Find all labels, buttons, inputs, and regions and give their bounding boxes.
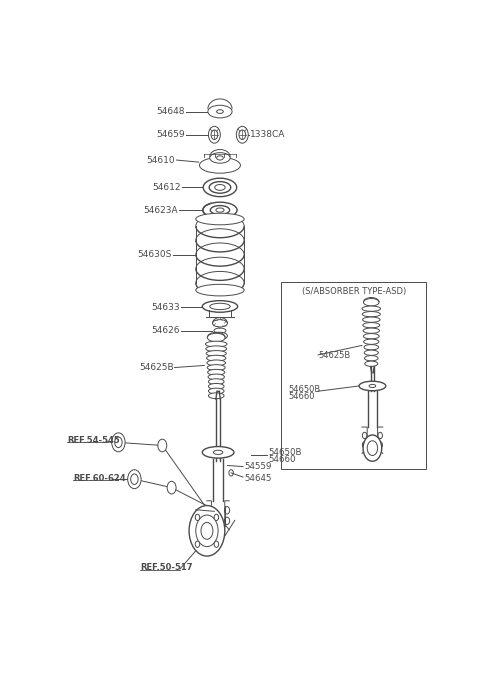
Circle shape: [362, 442, 367, 448]
Circle shape: [195, 541, 200, 547]
Circle shape: [214, 514, 219, 521]
Ellipse shape: [216, 208, 224, 212]
Circle shape: [362, 432, 367, 438]
Ellipse shape: [205, 341, 227, 347]
Ellipse shape: [203, 179, 237, 196]
Ellipse shape: [208, 379, 224, 384]
Ellipse shape: [206, 355, 226, 361]
Circle shape: [115, 437, 122, 447]
Ellipse shape: [362, 311, 380, 317]
Text: 54626: 54626: [151, 326, 180, 335]
Ellipse shape: [210, 206, 229, 215]
Ellipse shape: [362, 306, 381, 311]
Text: 54610: 54610: [147, 155, 175, 165]
Text: 54630S: 54630S: [137, 250, 172, 259]
Circle shape: [131, 474, 138, 484]
Ellipse shape: [214, 450, 223, 454]
Ellipse shape: [362, 317, 380, 322]
Ellipse shape: [206, 351, 226, 356]
Ellipse shape: [364, 339, 379, 344]
Circle shape: [158, 439, 167, 452]
Circle shape: [196, 515, 218, 547]
Ellipse shape: [208, 393, 224, 399]
Polygon shape: [207, 501, 211, 529]
Ellipse shape: [208, 369, 225, 375]
Ellipse shape: [207, 333, 225, 342]
Text: (S/ABSORBER TYPE-ASD): (S/ABSORBER TYPE-ASD): [302, 287, 406, 296]
Ellipse shape: [363, 334, 379, 339]
Text: REF.60-624: REF.60-624: [73, 473, 126, 483]
Ellipse shape: [208, 384, 224, 389]
Ellipse shape: [364, 345, 379, 350]
Ellipse shape: [216, 109, 223, 114]
Text: 54660: 54660: [268, 456, 296, 464]
Ellipse shape: [210, 303, 230, 310]
Ellipse shape: [200, 157, 240, 173]
Polygon shape: [378, 427, 383, 453]
Bar: [281, 282, 426, 469]
Circle shape: [167, 482, 176, 494]
Circle shape: [189, 505, 225, 556]
Circle shape: [128, 470, 141, 488]
Ellipse shape: [363, 328, 380, 333]
Ellipse shape: [369, 384, 376, 388]
Circle shape: [112, 433, 125, 452]
Text: 54625B: 54625B: [319, 352, 351, 360]
Text: 54559: 54559: [244, 462, 272, 471]
Ellipse shape: [359, 381, 386, 391]
Ellipse shape: [202, 447, 234, 458]
Circle shape: [201, 523, 213, 539]
Ellipse shape: [207, 365, 225, 371]
Ellipse shape: [363, 298, 379, 306]
Circle shape: [367, 440, 378, 456]
Ellipse shape: [208, 388, 224, 394]
Ellipse shape: [202, 301, 238, 312]
Ellipse shape: [210, 153, 230, 163]
Ellipse shape: [207, 360, 226, 366]
Ellipse shape: [216, 156, 223, 160]
Text: 54659: 54659: [156, 130, 185, 140]
Text: REF.50-517: REF.50-517: [140, 563, 192, 573]
Text: 54648: 54648: [156, 107, 185, 116]
Ellipse shape: [215, 185, 225, 190]
Ellipse shape: [364, 350, 378, 356]
Ellipse shape: [209, 182, 231, 193]
Ellipse shape: [206, 346, 227, 352]
Ellipse shape: [196, 285, 244, 296]
Circle shape: [195, 514, 200, 521]
Text: 54660: 54660: [289, 392, 315, 401]
Circle shape: [378, 442, 383, 448]
Text: 54633: 54633: [151, 303, 180, 312]
Text: 54625B: 54625B: [139, 363, 173, 372]
Ellipse shape: [365, 361, 378, 367]
Ellipse shape: [208, 374, 225, 380]
Text: 54612: 54612: [153, 183, 181, 192]
Circle shape: [214, 541, 219, 547]
Ellipse shape: [203, 202, 237, 218]
Polygon shape: [225, 501, 229, 529]
Circle shape: [363, 435, 382, 461]
Ellipse shape: [213, 319, 228, 327]
Text: 54650B: 54650B: [268, 449, 302, 458]
Ellipse shape: [214, 328, 226, 333]
Text: 54650B: 54650B: [289, 384, 321, 393]
Text: 54623A: 54623A: [144, 206, 178, 215]
Ellipse shape: [196, 213, 244, 225]
Ellipse shape: [208, 105, 232, 118]
Circle shape: [378, 432, 383, 438]
Ellipse shape: [364, 356, 378, 361]
Ellipse shape: [363, 323, 380, 328]
Text: REF.54-545: REF.54-545: [67, 436, 120, 445]
Text: 1338CA: 1338CA: [250, 130, 285, 140]
Ellipse shape: [213, 332, 228, 340]
Text: 54645: 54645: [244, 473, 272, 483]
Polygon shape: [362, 427, 367, 453]
